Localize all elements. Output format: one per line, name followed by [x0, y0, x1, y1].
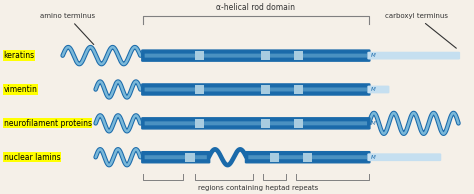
Text: keratins: keratins	[4, 51, 35, 60]
Text: M: M	[371, 121, 376, 126]
FancyBboxPatch shape	[368, 154, 440, 160]
FancyBboxPatch shape	[185, 153, 195, 162]
Text: regions containing heptad repeats: regions containing heptad repeats	[198, 185, 319, 191]
FancyBboxPatch shape	[142, 84, 370, 95]
Text: α-helical rod domain: α-helical rod domain	[216, 3, 295, 12]
FancyBboxPatch shape	[248, 155, 367, 159]
Text: carboxyl terminus: carboxyl terminus	[384, 13, 456, 48]
FancyBboxPatch shape	[145, 87, 367, 92]
FancyBboxPatch shape	[368, 86, 389, 93]
FancyBboxPatch shape	[145, 54, 367, 58]
FancyBboxPatch shape	[261, 51, 270, 60]
Text: vimentin: vimentin	[4, 85, 37, 94]
FancyBboxPatch shape	[303, 153, 312, 162]
FancyBboxPatch shape	[195, 119, 204, 128]
Text: neurofilament proteins: neurofilament proteins	[4, 119, 92, 128]
Text: M: M	[371, 87, 376, 92]
FancyBboxPatch shape	[293, 119, 303, 128]
FancyBboxPatch shape	[261, 119, 270, 128]
FancyBboxPatch shape	[145, 121, 367, 125]
FancyBboxPatch shape	[142, 50, 370, 61]
Text: M: M	[371, 53, 376, 58]
Text: nuclear lamins: nuclear lamins	[4, 153, 60, 162]
FancyBboxPatch shape	[195, 51, 204, 60]
FancyBboxPatch shape	[293, 85, 303, 94]
FancyBboxPatch shape	[261, 85, 270, 94]
FancyBboxPatch shape	[195, 85, 204, 94]
Text: M: M	[371, 155, 376, 160]
FancyBboxPatch shape	[142, 118, 370, 129]
FancyBboxPatch shape	[368, 52, 459, 59]
FancyBboxPatch shape	[270, 153, 279, 162]
FancyBboxPatch shape	[246, 152, 370, 163]
FancyBboxPatch shape	[293, 51, 303, 60]
FancyBboxPatch shape	[145, 155, 207, 159]
FancyBboxPatch shape	[142, 152, 210, 163]
Text: amino terminus: amino terminus	[40, 13, 95, 45]
